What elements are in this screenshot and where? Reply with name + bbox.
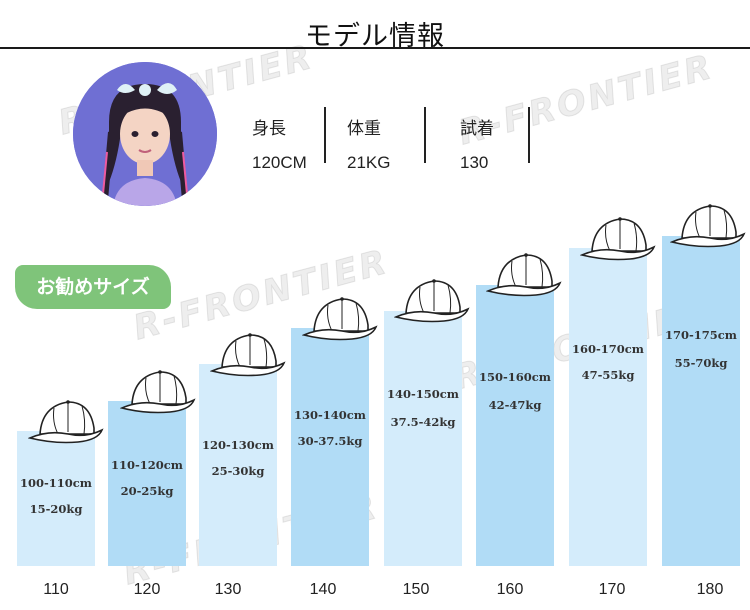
size-bar-170: 160-170cm 47-55kg — [569, 248, 647, 566]
size-bar-weight-range: 20-25kg — [120, 484, 174, 498]
size-bar-weight-range: 37.5-42kg — [390, 415, 456, 429]
model-photo — [73, 62, 217, 206]
model-trial-size-label: 試着 — [460, 119, 494, 139]
size-bar-weight-range: 15-20kg — [29, 502, 83, 516]
cap-icon — [580, 217, 656, 261]
size-bar-weight-range: 47-55kg — [581, 368, 635, 382]
size-bar-height-range: 160-170cm — [572, 342, 644, 356]
cap-icon — [302, 297, 378, 341]
info-divider — [324, 107, 326, 163]
title-divider — [0, 47, 750, 49]
model-weight-value: 21KG — [347, 153, 391, 172]
size-bar-140: 130-140cm 30-37.5kg — [291, 328, 369, 566]
cap-icon — [28, 400, 104, 444]
size-label-170: 170 — [598, 581, 626, 598]
size-bar-180: 170-175cm 55-70kg — [662, 236, 740, 566]
size-bar-height-range: 150-160cm — [479, 370, 551, 384]
size-bar-120: 110-120cm 20-25kg — [108, 401, 186, 566]
size-label-150: 150 — [402, 581, 430, 598]
cap-icon — [394, 279, 470, 323]
size-bar-150: 140-150cm 37.5-42kg — [384, 311, 462, 566]
page-title: モデル情報 — [305, 21, 445, 52]
size-bar-height-range: 130-140cm — [294, 408, 366, 422]
model-weight: 体重 21KG — [347, 114, 390, 173]
size-label-140: 140 — [309, 581, 337, 598]
cap-icon — [120, 370, 196, 414]
size-label-180: 180 — [696, 581, 724, 598]
size-label-120: 120 — [133, 581, 161, 598]
cap-icon — [670, 204, 746, 248]
size-bar-height-range: 100-110cm — [20, 476, 92, 490]
size-bar-height-range: 110-120cm — [111, 458, 183, 472]
recommended-size-badge-label: お勧めサイズ — [36, 276, 150, 298]
size-bar-height-range: 170-175cm — [665, 328, 737, 342]
size-label-110: 110 — [43, 581, 69, 598]
size-label-130: 130 — [214, 581, 242, 598]
size-bar-height-range: 140-150cm — [387, 387, 459, 401]
size-bar-weight-range: 55-70kg — [674, 356, 728, 370]
model-height: 身長 120CM — [252, 114, 307, 173]
model-portrait-image — [73, 62, 217, 206]
info-divider — [424, 107, 426, 163]
size-label-160: 160 — [496, 581, 524, 598]
cap-icon — [210, 333, 286, 377]
model-trial-size: 試着 130 — [460, 114, 494, 173]
size-bar-height-range: 120-130cm — [202, 438, 274, 452]
size-bar-weight-range: 30-37.5kg — [297, 434, 363, 448]
model-trial-size-value: 130 — [460, 153, 489, 172]
size-bar-130: 120-130cm 25-30kg — [199, 364, 277, 566]
size-bar-weight-range: 42-47kg — [488, 398, 542, 412]
size-bar-160: 150-160cm 42-47kg — [476, 285, 554, 566]
info-divider — [528, 107, 530, 163]
model-weight-label: 体重 — [347, 119, 381, 139]
size-bar-110: 100-110cm 15-20kg — [17, 431, 95, 566]
cap-icon — [486, 253, 562, 297]
model-height-label: 身長 — [252, 119, 286, 139]
model-height-value: 120CM — [252, 153, 307, 172]
size-bar-weight-range: 25-30kg — [211, 464, 265, 478]
recommended-size-badge: お勧めサイズ — [15, 265, 171, 309]
